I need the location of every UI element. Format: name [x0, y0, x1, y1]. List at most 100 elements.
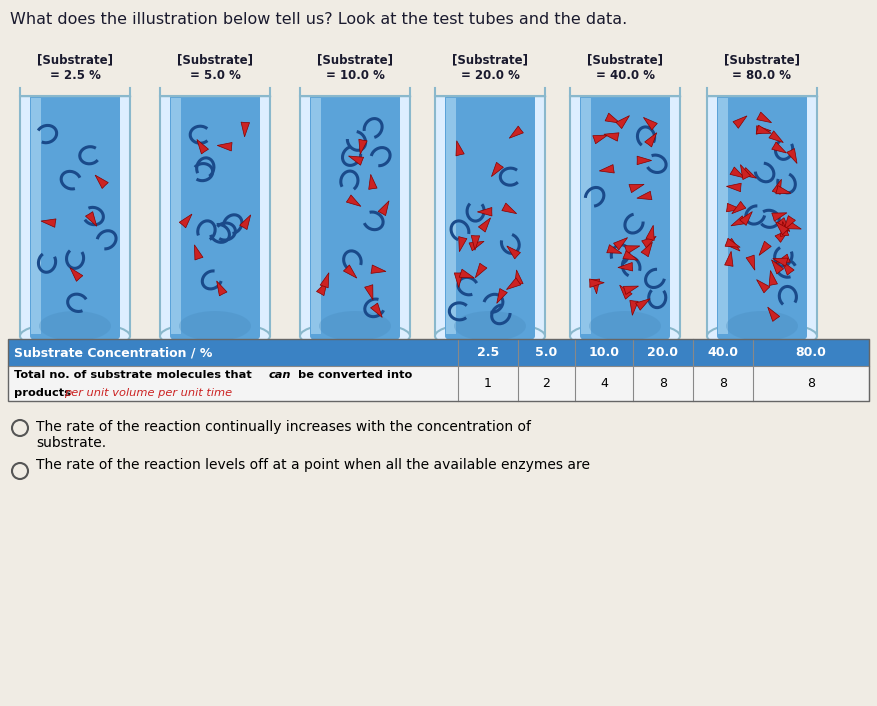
Polygon shape: [471, 236, 480, 250]
Bar: [310, 96, 400, 336]
Polygon shape: [773, 258, 788, 266]
Bar: [160, 96, 270, 336]
Ellipse shape: [435, 322, 545, 350]
Polygon shape: [605, 113, 620, 123]
Polygon shape: [730, 167, 745, 178]
Text: 40.0: 40.0: [708, 346, 738, 359]
Polygon shape: [85, 212, 96, 227]
Text: per unit volume per unit time: per unit volume per unit time: [64, 388, 232, 398]
Ellipse shape: [726, 311, 798, 341]
Ellipse shape: [39, 311, 111, 341]
Ellipse shape: [319, 311, 391, 341]
Polygon shape: [787, 148, 797, 164]
Polygon shape: [515, 270, 523, 285]
Polygon shape: [197, 140, 209, 154]
Polygon shape: [757, 280, 770, 293]
Polygon shape: [95, 175, 108, 189]
Polygon shape: [775, 222, 788, 235]
Text: [Substrate]
= 80.0 %: [Substrate] = 80.0 %: [724, 53, 800, 82]
Polygon shape: [475, 263, 487, 277]
Polygon shape: [773, 179, 781, 194]
Polygon shape: [775, 229, 789, 242]
Polygon shape: [781, 222, 788, 237]
Bar: [718, 98, 728, 334]
Ellipse shape: [30, 325, 120, 347]
Text: [Substrate]
= 40.0 %: [Substrate] = 40.0 %: [587, 53, 663, 82]
Bar: [8, 339, 869, 366]
Ellipse shape: [707, 322, 817, 350]
Bar: [171, 98, 181, 334]
Polygon shape: [756, 126, 771, 134]
Bar: [581, 98, 591, 334]
Text: 2: 2: [543, 377, 551, 390]
Text: 2.5: 2.5: [477, 346, 499, 359]
Polygon shape: [757, 112, 772, 123]
Polygon shape: [217, 281, 227, 296]
Text: The rate of the reaction levels off at a point when all the available enzymes ar: The rate of the reaction levels off at a…: [36, 458, 590, 472]
Polygon shape: [478, 218, 490, 232]
Polygon shape: [195, 245, 203, 260]
Text: [Substrate]
= 5.0 %: [Substrate] = 5.0 %: [177, 53, 253, 82]
Polygon shape: [599, 164, 614, 173]
Polygon shape: [346, 195, 361, 206]
Polygon shape: [496, 289, 507, 304]
Polygon shape: [624, 286, 638, 294]
Text: Total no. of substrate molecules that: Total no. of substrate molecules that: [14, 371, 256, 381]
Polygon shape: [365, 285, 373, 300]
Polygon shape: [507, 246, 520, 259]
Polygon shape: [506, 278, 521, 289]
Polygon shape: [454, 273, 463, 287]
Polygon shape: [41, 219, 56, 227]
Bar: [580, 96, 670, 336]
Polygon shape: [756, 125, 772, 133]
Polygon shape: [179, 214, 192, 228]
Bar: [311, 98, 321, 334]
Polygon shape: [614, 238, 628, 250]
Polygon shape: [742, 167, 757, 178]
Polygon shape: [731, 201, 746, 214]
Polygon shape: [776, 186, 791, 194]
Polygon shape: [740, 164, 751, 179]
Polygon shape: [637, 156, 652, 164]
Polygon shape: [320, 273, 329, 288]
Polygon shape: [368, 174, 377, 189]
Polygon shape: [477, 208, 492, 216]
Polygon shape: [510, 126, 524, 138]
Polygon shape: [636, 299, 650, 310]
Polygon shape: [604, 133, 619, 141]
Text: [Substrate]
= 10.0 %: [Substrate] = 10.0 %: [317, 53, 393, 82]
Polygon shape: [623, 251, 638, 260]
Polygon shape: [239, 215, 251, 229]
Text: 8: 8: [659, 377, 667, 390]
Polygon shape: [726, 184, 741, 192]
Polygon shape: [378, 201, 389, 215]
Polygon shape: [642, 237, 656, 248]
Text: The rate of the reaction continually increases with the concentration of: The rate of the reaction continually inc…: [36, 420, 531, 434]
Polygon shape: [772, 260, 784, 274]
Bar: [20, 96, 130, 336]
Polygon shape: [593, 135, 608, 144]
Text: 10.0: 10.0: [588, 346, 619, 359]
Text: 1: 1: [484, 377, 492, 390]
Ellipse shape: [717, 325, 807, 347]
Polygon shape: [637, 191, 652, 200]
Polygon shape: [725, 238, 740, 247]
Polygon shape: [607, 245, 622, 253]
Polygon shape: [70, 268, 82, 281]
Bar: [435, 96, 545, 336]
Polygon shape: [767, 307, 780, 321]
Text: 8: 8: [719, 377, 727, 390]
Ellipse shape: [170, 325, 260, 347]
Polygon shape: [775, 254, 790, 263]
Polygon shape: [589, 279, 604, 287]
Text: [Substrate]
= 20.0 %: [Substrate] = 20.0 %: [452, 53, 528, 82]
Text: [Substrate]
= 2.5 %: [Substrate] = 2.5 %: [37, 53, 113, 82]
Ellipse shape: [20, 322, 130, 350]
Bar: [717, 96, 807, 336]
Text: substrate.: substrate.: [36, 436, 106, 450]
Text: can: can: [269, 371, 291, 381]
Ellipse shape: [310, 325, 400, 347]
Text: 80.0: 80.0: [795, 346, 826, 359]
Bar: [170, 96, 260, 336]
Polygon shape: [641, 242, 652, 257]
